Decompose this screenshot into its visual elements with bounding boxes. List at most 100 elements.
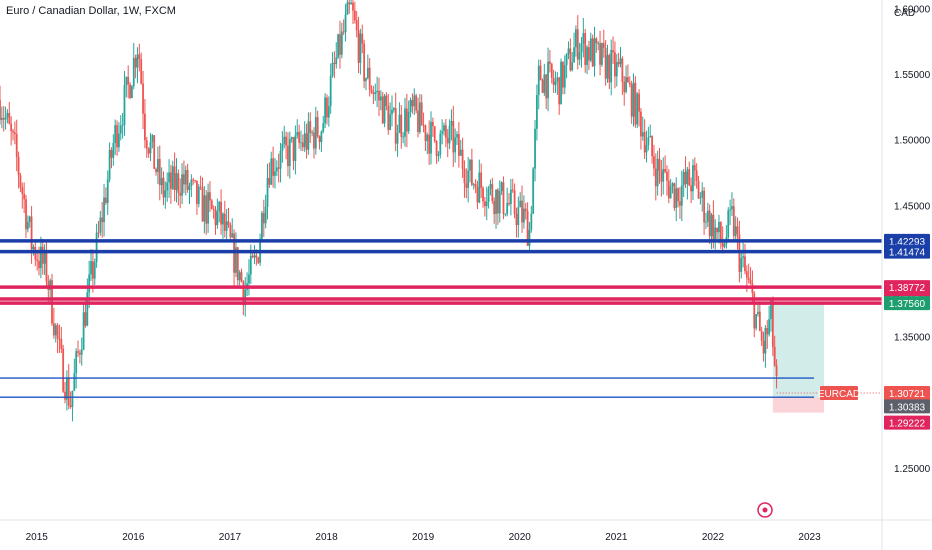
candle-body	[0, 100, 1, 120]
candle-body	[236, 247, 239, 281]
candle-body	[125, 76, 128, 86]
candle-body	[231, 233, 234, 238]
candle-body	[539, 65, 542, 80]
candle-body	[138, 54, 141, 60]
candle-body	[227, 221, 230, 225]
candle-body	[575, 29, 577, 48]
event-marker[interactable]	[757, 502, 773, 518]
candle-body	[45, 250, 48, 282]
candle-body	[158, 158, 161, 186]
candle-body	[238, 272, 241, 281]
candle-body	[145, 140, 148, 149]
candle-body	[773, 346, 776, 366]
candle-body	[398, 114, 401, 134]
candle-body	[515, 213, 518, 225]
candle-body	[535, 95, 538, 129]
candle-body	[290, 137, 293, 140]
candle-body	[77, 351, 79, 353]
candle-body	[288, 139, 291, 167]
candle-body	[768, 319, 771, 335]
long-position-profit-zone[interactable]	[772, 303, 825, 398]
candle-body	[666, 171, 668, 181]
candle-body	[511, 189, 514, 191]
candle-body	[394, 108, 397, 144]
price-axis[interactable]: CAD 1.25000 1.35000 1.45000 1.50000 1.55000 1.…	[881, 0, 931, 550]
candle-body	[526, 211, 529, 246]
long-position-tool[interactable]	[772, 303, 825, 413]
candle-body	[157, 158, 159, 173]
candle-body	[355, 20, 358, 31]
candle-body	[734, 226, 737, 237]
candle-body	[706, 210, 709, 222]
candle-body	[272, 158, 274, 176]
candle-body	[567, 48, 570, 54]
horizontal-levels[interactable]	[0, 239, 882, 398]
candle-body	[506, 202, 509, 214]
candle-body	[103, 197, 105, 223]
candle-body	[431, 121, 434, 127]
candle-body	[134, 57, 137, 68]
candle-body	[344, 14, 347, 33]
price-tag-label: 1.38772	[889, 283, 926, 294]
price-tags: 1.422931.414741.387721.378741.37560EURCA…	[818, 233, 930, 430]
candle-body	[281, 143, 284, 151]
candle-body	[144, 113, 146, 141]
candle-body	[114, 125, 117, 144]
time-axis[interactable]: 2015 2016 2017 2018 2019 2020 2021 2022 2023	[0, 519, 932, 543]
candle-body	[465, 183, 468, 188]
candle-body	[298, 132, 301, 143]
candle-body	[543, 74, 546, 93]
candle-body	[223, 213, 226, 231]
candle-body	[264, 206, 267, 224]
candle-body	[32, 247, 35, 250]
event-marker-dot	[762, 507, 768, 513]
candle-body	[212, 208, 215, 210]
candle-body	[753, 293, 756, 329]
candle-body	[155, 168, 157, 173]
candle-body	[417, 110, 419, 132]
candle-body	[428, 134, 431, 154]
candle-body	[441, 131, 444, 134]
price-tag-bg	[884, 244, 930, 259]
candle-body	[443, 125, 445, 132]
candle-body	[641, 132, 644, 137]
candle-body	[448, 125, 451, 144]
candle-body	[504, 213, 507, 215]
candle-body	[430, 121, 432, 154]
candle-body	[766, 328, 769, 335]
candle-body	[365, 78, 367, 82]
candle-body	[571, 62, 574, 71]
candle-body	[300, 142, 302, 144]
candle-body	[673, 183, 676, 208]
candle-body	[456, 134, 458, 138]
candle-body	[19, 175, 22, 188]
candle-body	[374, 92, 377, 95]
candle-body	[64, 391, 66, 400]
candle-body	[216, 211, 219, 226]
candle-body	[405, 108, 408, 132]
long-position-loss-zone[interactable]	[772, 397, 825, 413]
candle-body	[350, 2, 353, 5]
time-tick-label: 2020	[509, 532, 532, 543]
candle-body	[491, 184, 494, 201]
candle-body	[467, 170, 470, 188]
candle-body	[327, 106, 330, 118]
candle-body	[617, 62, 620, 65]
candle-body	[162, 177, 165, 198]
candle-body	[15, 134, 18, 157]
candle-body	[732, 206, 735, 237]
candle-body	[104, 197, 107, 203]
candle-body	[97, 232, 100, 234]
candle-body	[749, 280, 752, 284]
candle-body	[320, 131, 323, 143]
candle-body	[472, 184, 475, 185]
candle-body	[701, 190, 704, 198]
candle-body	[389, 114, 392, 131]
candle-body	[669, 186, 672, 199]
candle-body	[576, 29, 579, 60]
candle-body	[54, 325, 57, 336]
candle-body	[671, 183, 674, 187]
candle-body	[242, 281, 245, 306]
candle-body	[547, 61, 549, 99]
